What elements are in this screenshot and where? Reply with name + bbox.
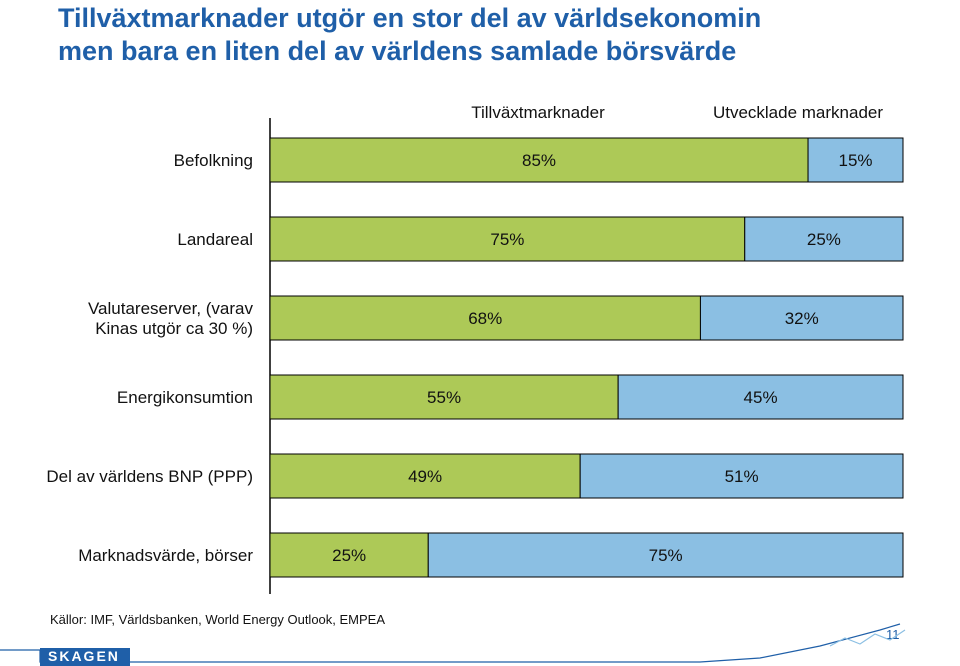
category-label: Marknadsvärde, börser — [78, 546, 253, 565]
category-label: Landareal — [177, 230, 253, 249]
title-line-1: Tillväxtmarknader utgör en stor del av v… — [58, 3, 762, 33]
data-label: 15% — [839, 151, 873, 170]
category-label: Kinas utgör ca 30 %) — [95, 319, 253, 338]
bar-segment — [807, 137, 904, 183]
category-label: Valutareserver, (varav — [88, 299, 254, 318]
data-label: 55% — [427, 388, 461, 407]
page-number: 11 — [886, 627, 900, 642]
source-note: Källor: IMF, Världsbanken, World Energy … — [50, 612, 386, 627]
data-label: 32% — [785, 309, 819, 328]
bar-segment — [269, 216, 746, 262]
data-label: 68% — [468, 309, 502, 328]
title-line-2: men bara en liten del av världens samlad… — [58, 36, 737, 66]
bar-segment — [744, 216, 904, 262]
skagen-logo: SKAGEN — [48, 648, 120, 664]
footer-swoosh — [0, 623, 906, 666]
category-label: Energikonsumtion — [117, 388, 253, 407]
bar-segment — [579, 453, 904, 499]
data-label: 51% — [725, 467, 759, 486]
data-label: 25% — [807, 230, 841, 249]
data-label: 49% — [408, 467, 442, 486]
data-label: 25% — [332, 546, 366, 565]
bar-segment — [269, 532, 429, 578]
category-label: Del av världens BNP (PPP) — [46, 467, 253, 486]
page-title: Tillväxtmarknader utgör en stor del av v… — [58, 2, 948, 68]
data-label: 75% — [649, 546, 683, 565]
category-label: Befolkning — [174, 151, 253, 170]
data-label: 45% — [744, 388, 778, 407]
bar-segment — [269, 453, 581, 499]
bar-segment — [617, 374, 904, 420]
legend-label: Utvecklade marknader — [713, 103, 883, 122]
bar-segment — [269, 295, 701, 341]
data-label: 85% — [522, 151, 556, 170]
data-label: 75% — [490, 230, 524, 249]
bar-segment — [427, 532, 904, 578]
bar-segment — [269, 137, 809, 183]
bar-segment — [699, 295, 904, 341]
legend-label: Tillväxtmarknader — [471, 103, 605, 122]
